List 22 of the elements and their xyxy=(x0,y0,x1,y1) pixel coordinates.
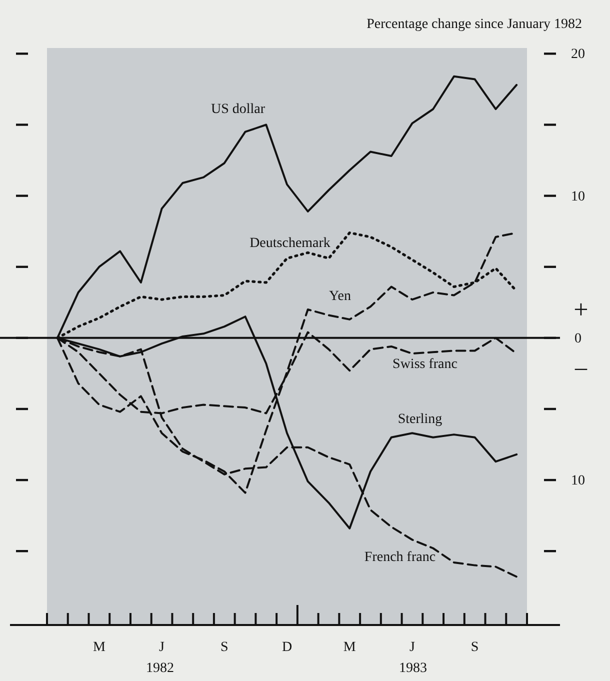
x-tick-label: S xyxy=(220,640,228,655)
text: 1983 xyxy=(399,661,427,676)
x-tick-label: M xyxy=(92,640,106,655)
y-tick-label: 10 xyxy=(571,474,585,489)
series-label: Swiss franc xyxy=(392,357,458,372)
x-tick-label: D xyxy=(282,640,292,655)
y-axis-title: Percentage change since January 1982 xyxy=(366,17,582,32)
series-label: French franc xyxy=(364,550,436,565)
series-label: US dollar xyxy=(210,102,266,117)
text: + xyxy=(574,295,588,324)
text: – xyxy=(574,355,588,381)
x-tick-label: M xyxy=(343,640,356,655)
series-label: Yen xyxy=(329,289,351,304)
x-tick-label: J xyxy=(159,640,166,655)
series-label: Deutschemark xyxy=(250,236,330,251)
x-tick-label: S xyxy=(470,640,479,655)
y-tick-label: 20 xyxy=(571,47,585,62)
text: 1982 xyxy=(146,661,174,676)
y-tick-label: 0 xyxy=(574,331,582,346)
y-tick-label: 10 xyxy=(571,189,585,204)
x-tick-label: J xyxy=(409,640,416,655)
series-label: Sterling xyxy=(398,412,442,427)
